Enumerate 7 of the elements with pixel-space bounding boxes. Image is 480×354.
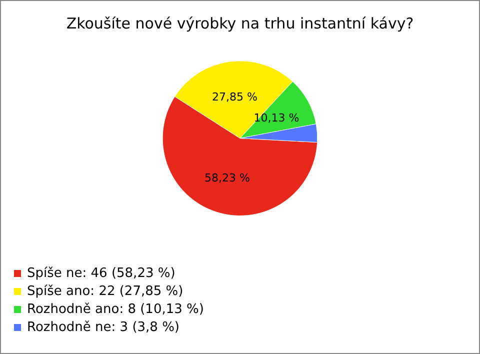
legend-label: Rozhodně ne: 3 (3,8 %) xyxy=(27,320,180,335)
chart-title: Zkoušíte nové výrobky na trhu instantní kávy? xyxy=(66,14,414,32)
legend-label: Spíše ne: 46 (58,23 %) xyxy=(27,266,176,281)
legend-label: Spíše ano: 22 (27,85 %) xyxy=(27,284,184,299)
data-label: 58,23 % xyxy=(204,172,250,184)
data-label: 27,85 % xyxy=(212,90,258,104)
legend-label: Rozhodně ano: 8 (10,13 %) xyxy=(27,302,204,317)
